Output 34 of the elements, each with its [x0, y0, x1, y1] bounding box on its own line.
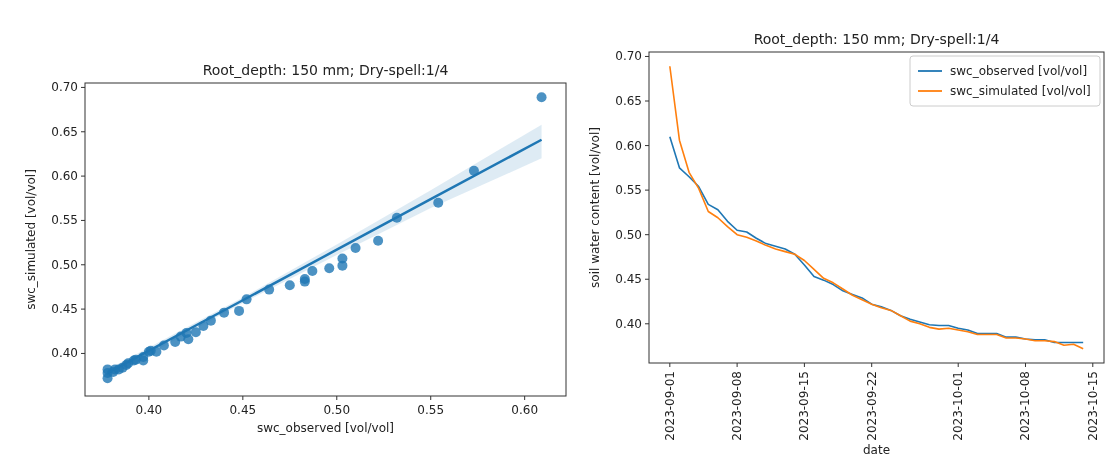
- x-tick-label: 2023-09-01: [662, 371, 677, 441]
- y-tick-label: 0.40: [51, 346, 78, 361]
- x-tick-label: 0.60: [511, 403, 539, 417]
- chart-title: Root_depth: 150 mm; Dry-spell:1/4: [753, 31, 1000, 47]
- y-tick-label: 0.60: [51, 169, 78, 184]
- legend-label: swc_simulated [vol/vol]: [950, 84, 1091, 98]
- y-tick-label: 0.55: [615, 183, 642, 198]
- y-axis-title: swc_simulated [vol/vol]: [24, 169, 38, 310]
- x-tick-label: 0.45: [229, 403, 257, 417]
- legend-label: swc_observed [vol/vol]: [950, 64, 1088, 78]
- chart-title: Root_depth: 150 mm; Dry-spell:1/4: [202, 62, 449, 78]
- y-axis-title: soil water content [vol/vol]: [588, 127, 602, 288]
- x-axis-title: swc_observed [vol/vol]: [256, 421, 395, 435]
- y-tick-label: 0.70: [615, 49, 642, 64]
- y-tick-label: 0.45: [615, 272, 642, 287]
- y-tick-label: 0.60: [615, 138, 642, 153]
- y-tick-label: 0.40: [615, 316, 642, 331]
- x-tick-label: 2023-09-08: [730, 371, 745, 441]
- x-tick-label: 0.55: [417, 403, 445, 417]
- y-tick-label: 0.50: [615, 227, 642, 242]
- x-tick-label: 2023-10-15: [1085, 371, 1100, 441]
- x-tick-label: 2023-09-15: [797, 371, 812, 441]
- y-tick-label: 0.65: [615, 94, 642, 109]
- x-tick-label: 0.40: [135, 403, 163, 417]
- x-axis-title: date: [862, 443, 891, 457]
- x-tick-label: 2023-09-22: [864, 371, 879, 441]
- y-tick-label: 0.65: [51, 124, 78, 139]
- x-tick-label: 0.50: [323, 403, 351, 417]
- y-tick-label: 0.45: [51, 302, 78, 317]
- y-tick-label: 0.70: [51, 80, 78, 95]
- y-tick-label: 0.55: [51, 213, 78, 228]
- x-tick-label: 2023-10-08: [1018, 371, 1033, 441]
- y-tick-label: 0.50: [51, 257, 78, 272]
- x-tick-label: 2023-10-01: [951, 371, 966, 441]
